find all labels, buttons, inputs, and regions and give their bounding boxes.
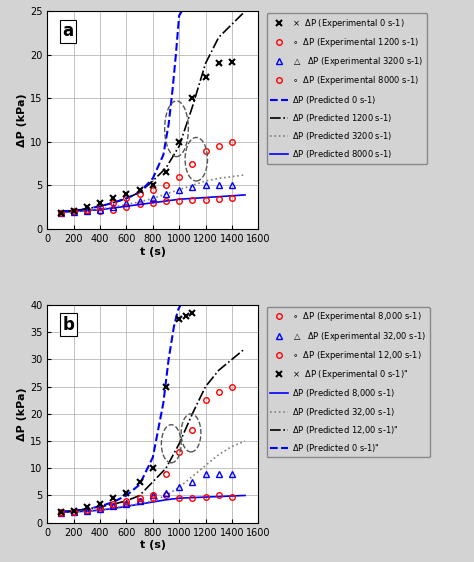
Y-axis label: ΔP (kPa): ΔP (kPa) <box>17 387 27 441</box>
Legend: $\circ$  $\Delta$P (Experimental 8,000 s-1), $\triangle$  $\Delta$P (Experimenta: $\circ$ $\Delta$P (Experimental 8,000 s-… <box>266 307 430 457</box>
Text: b: b <box>62 316 74 334</box>
X-axis label: t (s): t (s) <box>140 247 166 256</box>
Legend: $\times$  $\Delta$P (Experimental 0 s-1), $\circ$  $\Delta$P (Experimental 1200 : $\times$ $\Delta$P (Experimental 0 s-1),… <box>266 13 427 164</box>
Y-axis label: ΔP (kPa): ΔP (kPa) <box>17 93 27 147</box>
Text: a: a <box>62 22 73 40</box>
X-axis label: t (s): t (s) <box>140 540 166 550</box>
